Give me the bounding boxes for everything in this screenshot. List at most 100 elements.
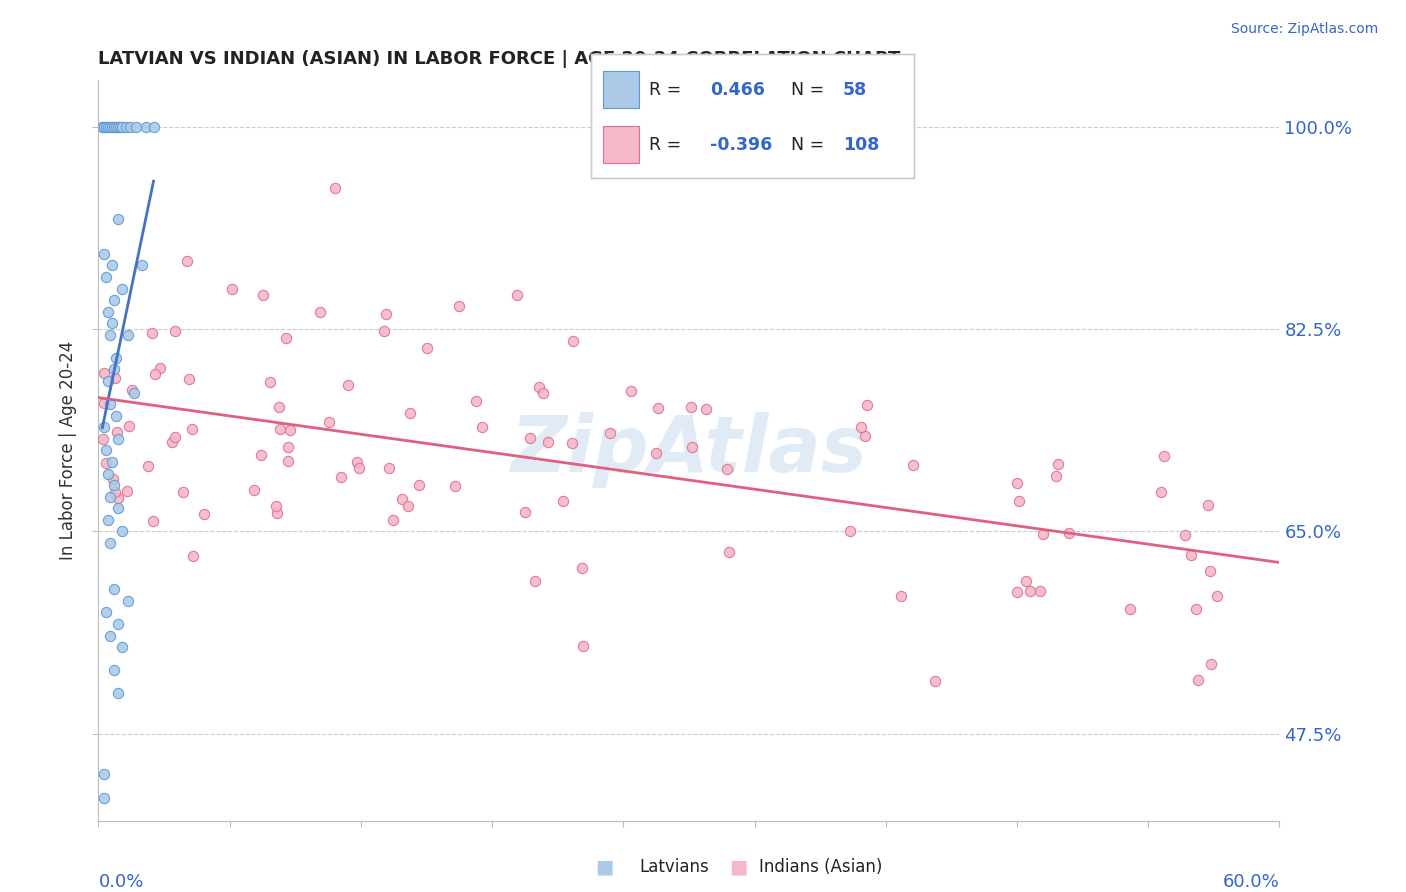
- Point: [103, 293, 125, 307]
- Point: [647, 401, 669, 416]
- Point: [118, 120, 141, 134]
- Point: [193, 507, 215, 521]
- Point: [277, 441, 299, 455]
- Point: [103, 582, 125, 597]
- Point: [571, 561, 593, 575]
- Point: [101, 455, 124, 469]
- Point: [1174, 528, 1197, 542]
- Point: [890, 589, 912, 603]
- Point: [318, 415, 340, 429]
- Point: [179, 372, 201, 386]
- Point: [849, 419, 872, 434]
- Point: [399, 406, 422, 420]
- Point: [93, 247, 115, 261]
- Text: 0.0%: 0.0%: [98, 872, 143, 891]
- Point: [111, 640, 134, 654]
- Point: [91, 120, 114, 134]
- Point: [142, 514, 165, 528]
- Point: [838, 524, 860, 538]
- Point: [115, 120, 138, 134]
- Point: [1198, 564, 1220, 578]
- Point: [107, 491, 129, 505]
- Point: [243, 483, 266, 497]
- Point: [1185, 601, 1208, 615]
- Point: [176, 253, 198, 268]
- Point: [107, 432, 129, 446]
- Point: [97, 120, 120, 134]
- Point: [391, 492, 413, 507]
- Point: [163, 324, 186, 338]
- Point: [1187, 673, 1209, 688]
- Point: [1119, 602, 1142, 616]
- Point: [1014, 574, 1036, 588]
- Point: [103, 362, 125, 376]
- Point: [142, 120, 165, 134]
- Point: [1150, 484, 1173, 499]
- Point: [181, 549, 204, 563]
- Point: [172, 485, 194, 500]
- Point: [259, 376, 281, 390]
- Point: [163, 430, 186, 444]
- Point: [131, 259, 153, 273]
- Point: [107, 686, 129, 700]
- Point: [93, 767, 115, 781]
- Point: [117, 594, 139, 608]
- Point: [1005, 476, 1028, 491]
- Point: [121, 383, 143, 397]
- Point: [118, 418, 141, 433]
- Point: [264, 499, 287, 513]
- Point: [115, 484, 138, 499]
- Point: [103, 478, 125, 492]
- Point: [1047, 458, 1070, 472]
- Point: [117, 327, 139, 342]
- Point: [266, 506, 288, 520]
- Point: [101, 120, 124, 134]
- Text: 58: 58: [842, 81, 868, 99]
- Point: [97, 467, 120, 481]
- Point: [572, 639, 595, 653]
- Point: [97, 513, 120, 527]
- Point: [122, 385, 145, 400]
- Point: [274, 331, 297, 345]
- Point: [381, 513, 404, 527]
- Point: [308, 305, 330, 319]
- Point: [855, 398, 877, 412]
- Point: [125, 120, 148, 134]
- Point: [1057, 525, 1080, 540]
- Point: [93, 120, 115, 134]
- Point: [513, 505, 536, 519]
- Point: [107, 120, 129, 134]
- Point: [396, 499, 419, 513]
- FancyBboxPatch shape: [603, 71, 638, 109]
- Point: [853, 428, 876, 442]
- Point: [105, 425, 128, 440]
- Point: [269, 421, 291, 435]
- Point: [1007, 584, 1029, 599]
- Point: [519, 431, 541, 445]
- Point: [103, 120, 125, 134]
- Point: [416, 341, 439, 355]
- Point: [447, 299, 470, 313]
- Point: [105, 409, 128, 423]
- Point: [346, 455, 368, 469]
- Point: [378, 461, 401, 475]
- Point: [103, 663, 125, 677]
- Point: [135, 120, 157, 134]
- Point: [1180, 548, 1202, 562]
- Point: [143, 367, 166, 381]
- Text: ZipAtlas: ZipAtlas: [510, 412, 868, 489]
- Text: 108: 108: [842, 136, 879, 153]
- FancyBboxPatch shape: [603, 126, 638, 163]
- Text: R =: R =: [648, 136, 681, 153]
- Point: [98, 327, 121, 342]
- Text: Indians (Asian): Indians (Asian): [759, 858, 883, 876]
- Text: Source: ZipAtlas.com: Source: ZipAtlas.com: [1230, 22, 1378, 37]
- Y-axis label: In Labor Force | Age 20-24: In Labor Force | Age 20-24: [59, 341, 77, 560]
- Point: [94, 456, 117, 470]
- Point: [250, 448, 273, 462]
- Point: [464, 393, 486, 408]
- Point: [111, 120, 134, 134]
- Point: [107, 212, 129, 227]
- Point: [96, 443, 118, 458]
- Point: [924, 673, 946, 688]
